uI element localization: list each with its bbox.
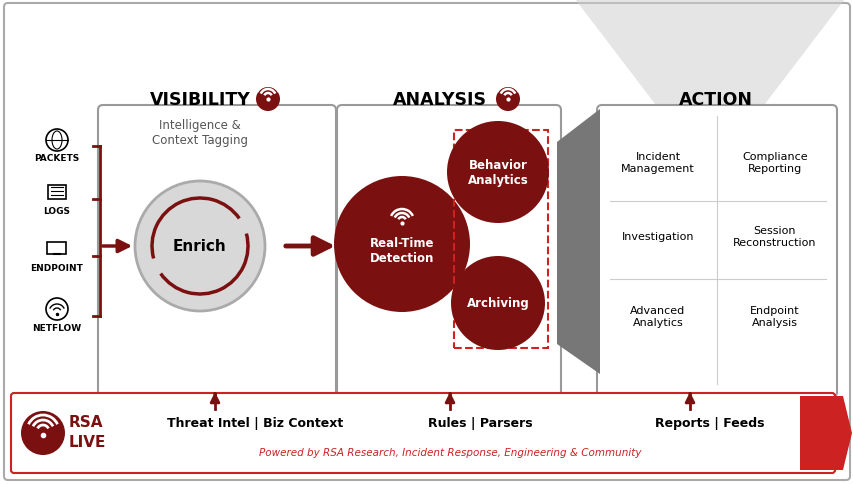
Text: LOGS: LOGS <box>44 207 71 215</box>
Polygon shape <box>556 110 600 374</box>
Text: Behavior
Analytics: Behavior Analytics <box>467 159 528 187</box>
Text: RSA: RSA <box>69 415 103 430</box>
FancyBboxPatch shape <box>337 106 560 397</box>
Text: Compliance
Reporting: Compliance Reporting <box>741 152 807 173</box>
Text: ACTION: ACTION <box>678 91 752 109</box>
Text: VISIBILITY: VISIBILITY <box>149 91 250 109</box>
Text: Real-Time
Detection: Real-Time Detection <box>369 237 433 264</box>
Text: Incident
Management: Incident Management <box>620 152 694 173</box>
Circle shape <box>135 182 264 311</box>
Text: Endpoint
Analysis: Endpoint Analysis <box>749 305 799 327</box>
Circle shape <box>334 177 469 312</box>
Polygon shape <box>799 396 851 470</box>
FancyBboxPatch shape <box>98 106 335 397</box>
Circle shape <box>496 88 519 112</box>
Polygon shape <box>574 0 844 177</box>
Text: PACKETS: PACKETS <box>34 154 79 163</box>
FancyBboxPatch shape <box>596 106 836 397</box>
Text: Reports | Feeds: Reports | Feeds <box>654 417 763 430</box>
Text: Powered by RSA Research, Incident Response, Engineering & Community: Powered by RSA Research, Incident Respon… <box>258 447 641 457</box>
Text: LIVE: LIVE <box>69 435 107 450</box>
Circle shape <box>446 122 548 224</box>
FancyBboxPatch shape <box>48 186 66 199</box>
Text: NETFLOW: NETFLOW <box>32 323 82 333</box>
FancyBboxPatch shape <box>47 242 66 255</box>
Text: Archiving: Archiving <box>466 297 529 310</box>
FancyBboxPatch shape <box>11 393 834 473</box>
Circle shape <box>256 88 280 112</box>
Circle shape <box>450 257 544 350</box>
Circle shape <box>21 411 65 455</box>
Text: Enrich: Enrich <box>173 239 227 254</box>
Text: Session
Reconstruction: Session Reconstruction <box>733 226 815 247</box>
Text: Investigation: Investigation <box>621 231 693 242</box>
Text: Intelligence &
Context Tagging: Intelligence & Context Tagging <box>152 119 247 147</box>
Text: ENDPOINT: ENDPOINT <box>31 263 84 272</box>
Text: Rules | Parsers: Rules | Parsers <box>427 417 531 430</box>
Text: Threat Intel | Biz Context: Threat Intel | Biz Context <box>166 417 343 430</box>
FancyBboxPatch shape <box>4 4 849 480</box>
Text: ANALYSIS: ANALYSIS <box>392 91 486 109</box>
Text: Advanced
Analytics: Advanced Analytics <box>630 305 685 327</box>
